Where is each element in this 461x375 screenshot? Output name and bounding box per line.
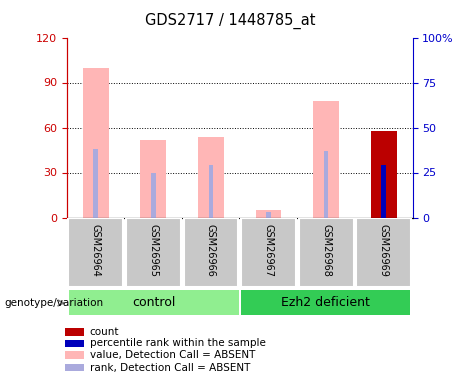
Text: GSM26965: GSM26965 [148,224,158,277]
Text: percentile rank within the sample: percentile rank within the sample [89,339,266,348]
Text: control: control [132,296,176,309]
Text: genotype/variation: genotype/variation [5,298,104,308]
Bar [371,130,397,218]
Bar [313,100,339,218]
Bar [241,290,410,315]
Text: GSM26967: GSM26967 [264,224,273,277]
Text: value, Detection Call = ABSENT: value, Detection Call = ABSENT [89,350,255,360]
Bar [183,217,238,287]
Bar [83,68,109,218]
Text: GSM26968: GSM26968 [321,224,331,277]
Text: GSM26966: GSM26966 [206,224,216,277]
Bar [266,212,271,217]
Bar [65,351,84,359]
Bar [65,364,84,371]
Bar [93,149,98,217]
Bar [140,140,166,218]
Bar [65,328,84,336]
Text: Ezh2 deficient: Ezh2 deficient [281,296,370,309]
Text: GSM26969: GSM26969 [379,224,389,277]
Bar [324,151,328,217]
Bar [69,290,239,315]
Bar [299,217,354,287]
Bar [65,340,84,347]
Text: GDS2717 / 1448785_at: GDS2717 / 1448785_at [145,12,316,29]
Bar [356,217,411,287]
Bar [198,136,224,218]
Bar [68,217,123,287]
Bar [241,217,296,287]
Text: GSM26964: GSM26964 [91,224,100,277]
Bar [208,165,213,218]
Bar [151,172,156,217]
Bar [255,210,282,218]
Bar [382,165,386,218]
Text: rank, Detection Call = ABSENT: rank, Detection Call = ABSENT [89,363,250,373]
Bar [126,217,181,287]
Text: count: count [89,327,119,337]
